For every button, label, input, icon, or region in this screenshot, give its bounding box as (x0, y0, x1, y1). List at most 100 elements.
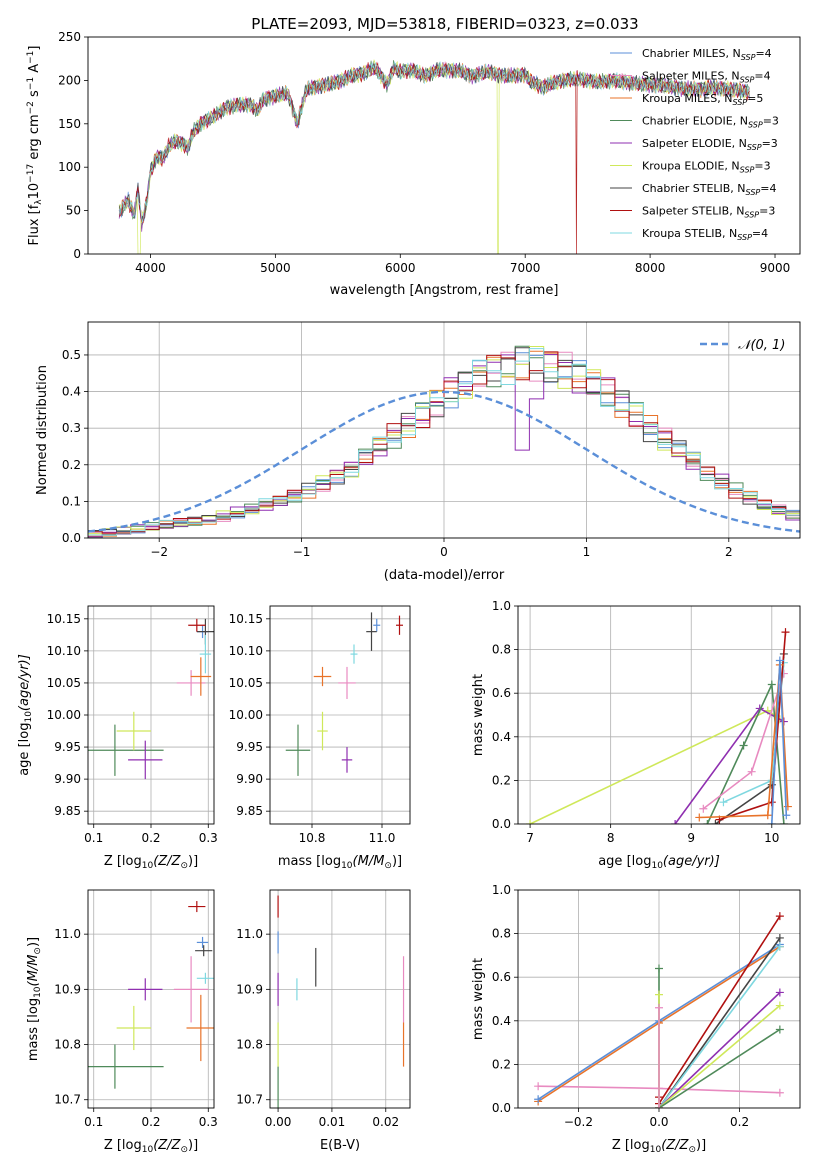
y-axis-label: Flux [fλ10−17 erg cm−2 s−1 A−1] (26, 46, 44, 246)
y-tick-label: 1.0 (492, 883, 511, 897)
chart-mass_vs_Z: 0.1 0.2 0.3 10.7 10.8 10.9 11.0 Z [log10(Z/Z⊙)]… (26, 889, 218, 1155)
y-tick-label: 9.95 (54, 740, 81, 754)
x-tick-label: 8 (607, 831, 615, 845)
weight-marker (703, 820, 712, 824)
errorbar-point-kroupa-elodie (116, 711, 151, 751)
y-tick-label: 100 (58, 160, 81, 174)
x-tick-label: 0.2 (730, 1115, 749, 1129)
y-tick-label: 50 (66, 204, 81, 218)
weight-marker (747, 767, 756, 776)
errorbar-point-salpeter-elodie (341, 747, 353, 773)
y-tick-label: 9.85 (236, 804, 263, 818)
y-tick-label: 0.8 (492, 927, 511, 941)
weight-marker (699, 804, 708, 813)
axes-frame (517, 889, 801, 1109)
x-axis-label: mass [log10(M/M⊙)] (278, 854, 402, 871)
legend-label: Chabrier STELIB, NSSP=4 (642, 182, 776, 197)
weight-marker (767, 680, 776, 689)
weight-marker (781, 628, 790, 637)
plot-area-spectrum (118, 59, 750, 254)
x-axis-label: wavelength [Angstrom, rest frame] (330, 283, 559, 298)
x-tick-label: 0.00 (265, 1115, 292, 1129)
y-tick-label: 0.0 (492, 1101, 511, 1115)
x-tick-label: 7000 (510, 261, 541, 275)
legend-label: Kroupa STELIB, NSSP=4 (642, 227, 768, 242)
x-tick-label: 0 (440, 545, 448, 559)
weight-line (529, 709, 781, 824)
weight-marker (775, 988, 784, 997)
x-tick-label: 0.0 (649, 1115, 668, 1129)
x-tick-label: 10.8 (299, 831, 326, 845)
y-tick-label: 10.8 (236, 1038, 263, 1052)
hist-step-kroupa-miles (88, 350, 800, 537)
legend-label: Chabrier MILES, NSSP=4 (642, 47, 772, 62)
weight-marker (671, 820, 680, 824)
y-tick-label: 10.8 (54, 1038, 81, 1052)
x-tick-label: 0.1 (84, 831, 103, 845)
errorbar-point-chabrier-elodie (88, 1044, 164, 1089)
axes-frame (87, 605, 215, 825)
x-tick-label: 0.1 (84, 1115, 103, 1129)
axes-frame (269, 605, 411, 825)
errorbar-point-salpeter-stelib (188, 618, 206, 632)
errorbar-point-salpeter-miles (338, 666, 356, 699)
y-tick-label: 0.6 (492, 970, 511, 984)
y-tick-label: 0.1 (62, 494, 81, 508)
weight-series-salpeter-elodie (655, 988, 784, 1108)
weight-line (658, 937, 781, 1108)
weight-marker (782, 811, 791, 820)
y-tick-label: 10.15 (47, 612, 81, 626)
weight-marker (775, 912, 784, 921)
y-tick-label: 10.7 (236, 1093, 263, 1107)
weight-series-kroupa-stelib (655, 942, 784, 1108)
x-tick-label: 7 (526, 831, 534, 845)
weight-line (699, 664, 789, 819)
chart-mass_weight_vs_age: 7 8 9 10 0.0 0.2 0.4 0.6 0.8 1.0 age [log10(age/yr… (471, 599, 801, 871)
weight-marker (739, 741, 748, 750)
y-axis-label: Normed distribution (35, 365, 50, 495)
hist-step-salpeter-elodie (88, 354, 800, 538)
errorbar-point-kroupa-stelib (350, 644, 358, 664)
axes-frame (87, 889, 215, 1109)
chart-age_vs_mass: 10.8 11.0 9.85 9.90 9.95 10.00 10.05 10.10 10.15… (229, 605, 411, 871)
x-tick-label: 5000 (260, 261, 291, 275)
y-axis-label: mass [log10(M/M⊙)] (26, 937, 43, 1061)
x-tick-label: 6000 (385, 261, 416, 275)
weight-marker (655, 1104, 663, 1108)
weight-marker (775, 942, 784, 951)
y-tick-label: 0.4 (62, 385, 81, 399)
weight-marker (775, 656, 784, 665)
weight-marker (719, 798, 728, 807)
y-tick-label: 0.5 (62, 348, 81, 362)
weight-series-chabrier-elodie (655, 1025, 784, 1108)
y-axis-label: mass weight (471, 958, 486, 1040)
errorbar-point-kroupa-stelib (199, 634, 212, 674)
hist-step-chabrier-stelib (88, 347, 800, 532)
y-tick-label: 0 (73, 247, 81, 261)
x-tick-label: 9000 (760, 261, 791, 275)
y-tick-label: 0.2 (62, 458, 81, 472)
weight-marker (779, 820, 788, 824)
weight-marker (534, 1082, 543, 1091)
y-tick-label: 10.05 (47, 676, 81, 690)
y-tick-label: 10.00 (229, 708, 263, 722)
errorbar-point-chabrier-miles (196, 936, 209, 948)
errorbar-point-chabrier-elodie (88, 724, 164, 776)
chart-residuals: −2 −1 0 1 2 0.0 0.1 0.2 0.3 0.4 0.5 𝒩(0, 1) (data-mo… (35, 321, 801, 583)
legend-label: Kroupa ELODIE, NSSP=3 (642, 160, 771, 175)
errorbar-point-salpeter-elodie (128, 978, 163, 1001)
plot-area-mass_vs_EBV (270, 890, 410, 1108)
legend-label: Kroupa MILES, NSSP=5 (642, 92, 763, 107)
plot-area-mass_weight_vs_Z (518, 890, 800, 1108)
weight-line (658, 991, 781, 1108)
x-tick-label: 0.01 (319, 1115, 346, 1129)
errorbar-point-salpeter-miles (173, 956, 209, 1023)
errorbar-point-salpeter-elodie (128, 740, 163, 780)
plot-area-mass_vs_Z (88, 890, 214, 1108)
plot-area-age_vs_mass (270, 606, 410, 824)
x-tick-label: 0.3 (199, 831, 218, 845)
spectrum-line-kroupa-stelib (118, 61, 750, 223)
legend-label: Salpeter STELIB, NSSP=3 (642, 205, 775, 220)
x-axis-label: (data-model)/error (384, 568, 505, 583)
y-tick-label: 10.15 (229, 612, 263, 626)
